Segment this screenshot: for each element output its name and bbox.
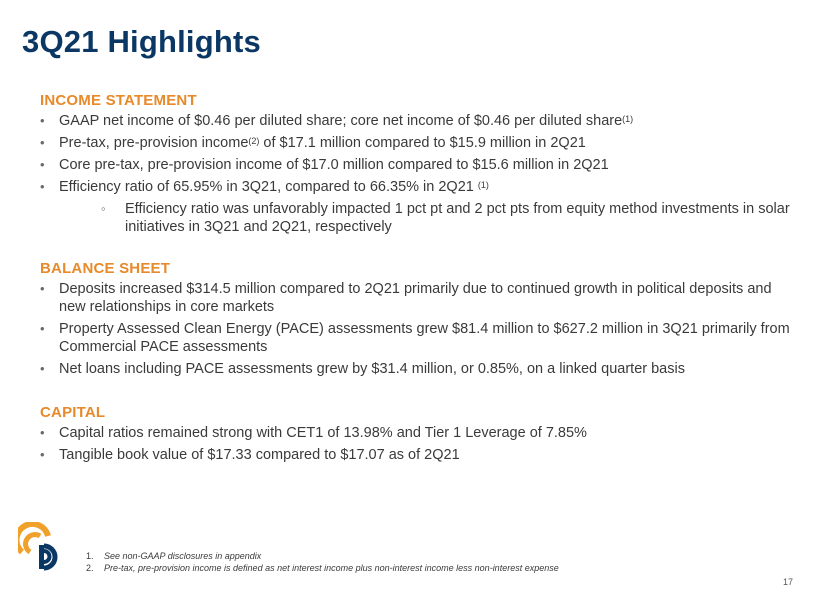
list-item: Core pre-tax, pre-provision income of $1… [40, 156, 800, 174]
footnote-2: 2. Pre-tax, pre-provision income is defin… [86, 563, 559, 573]
capital-section: CAPITAL Capital ratios remained strong w… [40, 404, 800, 468]
capital-heading: CAPITAL [40, 404, 106, 421]
footnotes: 1. See non-GAAP disclosures in appendix 2… [86, 550, 559, 574]
income-statement-heading: INCOME STATEMENT [40, 92, 197, 109]
footnote-1: 1. See non-GAAP disclosures in appendix [86, 551, 262, 561]
list-item: Deposits increased $314.5 million compar… [40, 280, 800, 316]
company-logo-icon [18, 522, 58, 571]
list-item: Net loans including PACE assessments gre… [40, 360, 800, 378]
list-item: Pre-tax, pre-provision income(2) of $17.… [40, 134, 800, 152]
list-item: GAAP net income of $0.46 per diluted sha… [40, 112, 800, 130]
sub-list-item: Efficiency ratio was unfavorably impacte… [59, 200, 800, 236]
list-item: Property Assessed Clean Energy (PACE) as… [40, 320, 800, 356]
balance-sheet-section: BALANCE SHEET Deposits increased $314.5 … [40, 260, 800, 382]
page-number: 17 [783, 577, 794, 587]
list-item: Capital ratios remained strong with CET1… [40, 424, 800, 442]
list-item: Efficiency ratio of 65.95% in 3Q21, comp… [40, 178, 800, 236]
balance-sheet-heading: BALANCE SHEET [40, 260, 171, 277]
page-title: 3Q21 Highlights [22, 24, 261, 59]
income-statement-section: INCOME STATEMENT GAAP net income of $0.4… [40, 92, 800, 240]
list-item: Tangible book value of $17.33 compared t… [40, 446, 800, 464]
